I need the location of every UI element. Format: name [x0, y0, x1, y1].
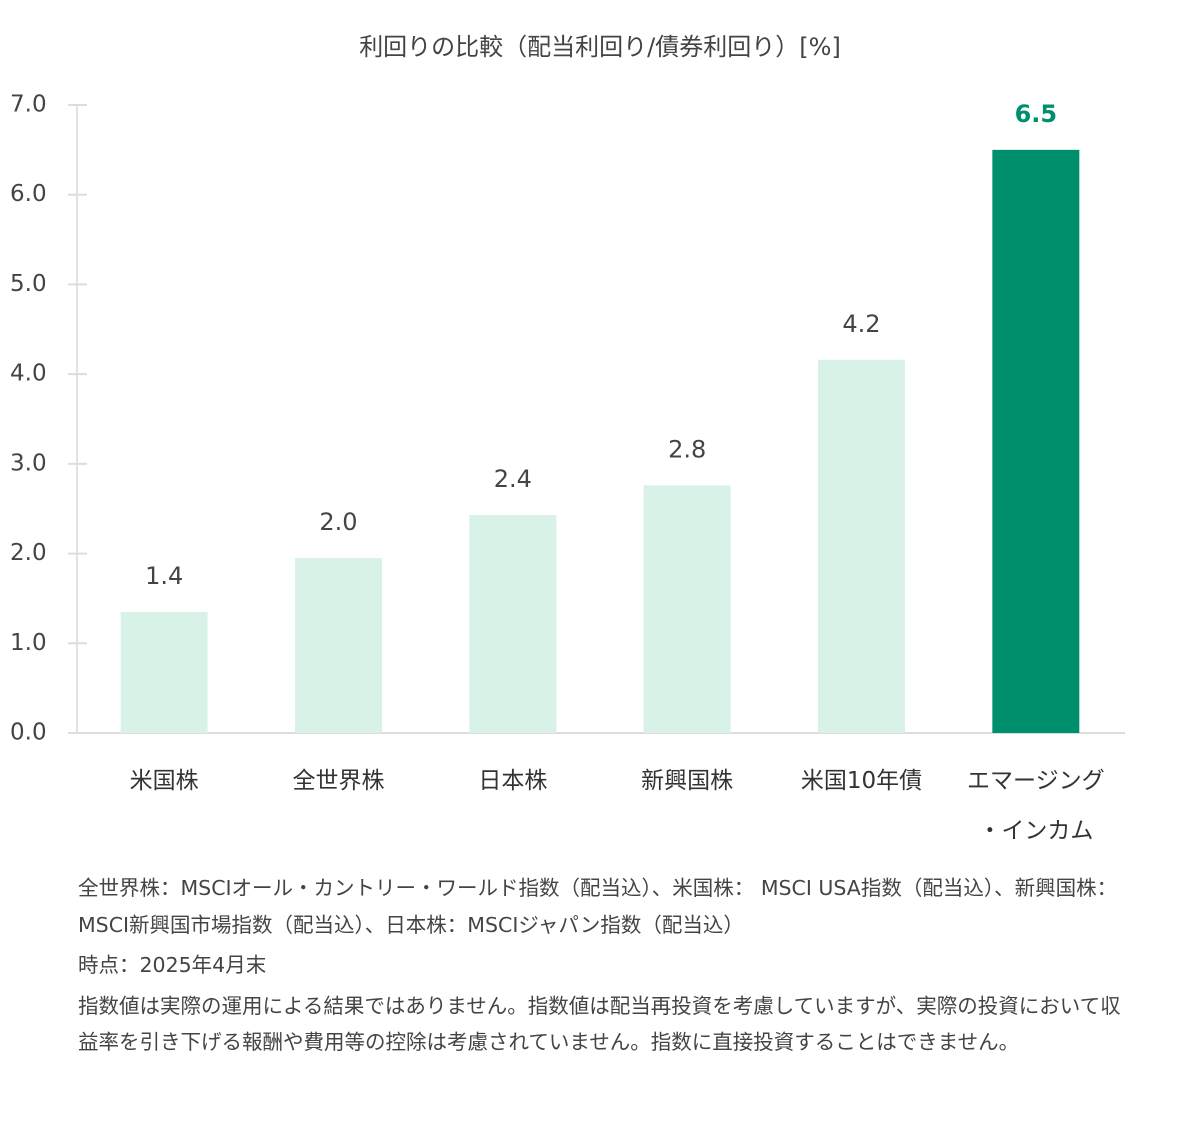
x-tick-label: 新興国株	[641, 768, 734, 794]
value-label: 2.4	[494, 465, 532, 493]
x-tick-label: 米国10年債	[800, 768, 923, 794]
note: 時点：2025年4月末	[78, 953, 267, 977]
y-tick-label: 3.0	[10, 450, 47, 476]
value-label: 2.8	[668, 435, 706, 463]
bar	[643, 485, 731, 733]
chart: 利回りの比較（配当利回り/債券利回り）[%] 0.0 1.0 2.0 3.0 4.0 5.…	[10, 33, 1125, 746]
note: 全世界株：MSCIオール・カントリー・ワールド指数（配当込）、米国株： MSCI…	[78, 876, 1118, 937]
x-tick-label: エマージング ・インカム	[967, 768, 1105, 844]
x-tick-label: 日本株	[478, 768, 548, 794]
chart-title: 利回りの比較（配当利回り/債券利回り）[%]	[359, 33, 841, 61]
y-tick-label: 1.0	[10, 630, 47, 656]
y-tick-label: 4.0	[10, 361, 47, 387]
y-tick-label: 6.0	[10, 181, 47, 207]
y-tick-label: 5.0	[10, 271, 47, 297]
bar	[992, 149, 1080, 733]
bar	[120, 611, 208, 733]
value-label: 1.4	[145, 562, 183, 590]
y-tick-label: 7.0	[10, 92, 47, 118]
y-tick-label: 2.0	[10, 540, 47, 566]
bar	[469, 514, 557, 733]
bar	[818, 359, 905, 733]
value-label: 4.2	[842, 310, 880, 338]
x-tick-label: 米国株	[129, 768, 199, 794]
note: 指数値は実際の運用による結果ではありません。指数値は配当再投資を考慮していますが…	[78, 993, 1121, 1055]
value-label: 2.0	[319, 508, 357, 536]
x-tick-label: 全世界株	[292, 768, 385, 794]
y-tick-label: 0.0	[10, 720, 47, 746]
bar	[295, 558, 382, 733]
notes: 全世界株：MSCIオール・カントリー・ワールド指数（配当込）、米国株： MSCI…	[78, 870, 1123, 1065]
value-label: 6.5	[1015, 100, 1058, 128]
